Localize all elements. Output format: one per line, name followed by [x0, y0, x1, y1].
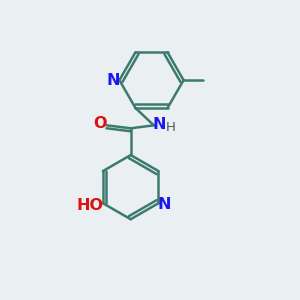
Text: H: H	[165, 121, 175, 134]
Text: O: O	[94, 116, 107, 131]
Text: N: N	[157, 197, 171, 212]
Text: N: N	[107, 73, 120, 88]
Text: HO: HO	[77, 198, 104, 213]
Text: N: N	[152, 117, 166, 132]
